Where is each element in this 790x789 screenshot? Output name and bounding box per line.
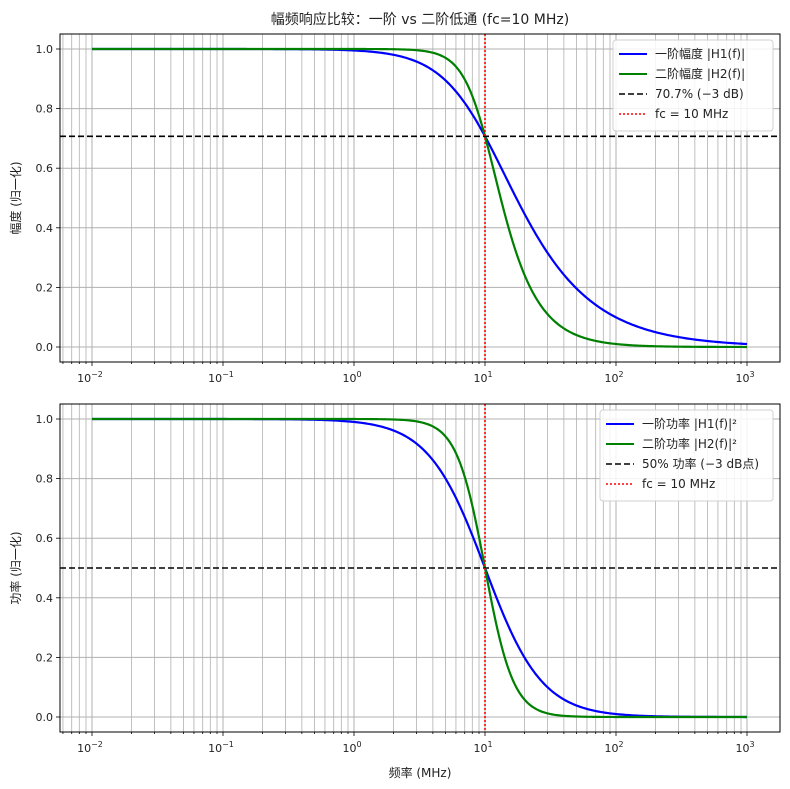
x-tick-label: 101 [473,740,492,755]
legend-box [599,409,774,502]
second-order-curve [92,417,747,719]
y-tick-label: 0.2 [36,281,54,294]
second-order-curve [92,47,747,349]
x-tick-label: 10−2 [77,370,103,385]
x-tick-label: 100 [342,740,361,755]
legend: 一阶幅度 |H1(f)| 二阶幅度 |H2(f)| 70.7% (−3 dB) … [612,39,774,132]
ticks: 0.0 0.2 0.4 0.6 0.8 1.0 10−2 10−1 100 101 102 103 [36,43,755,385]
legend-item-threshold: 50% 功率 (−3 dB点) [606,456,759,471]
axes-power: 0.0 0.2 0.4 0.6 0.8 1.0 10−2 10−1 100 101 102 103 功… [8,403,781,755]
legend-box [612,39,774,132]
figure-title: 幅频响应比较：一阶 vs 二阶低通 (fc=10 MHz) [271,11,569,28]
y-axis-label: 幅度 (归一化) [8,161,23,234]
svg-text:fc = 10 MHz: fc = 10 MHz [655,107,728,121]
y-tick-label: 0.6 [36,162,54,175]
x-axis-label: 频率 (MHz) [389,765,452,780]
y-tick-label: 0.4 [36,592,54,605]
y-tick-label: 0.8 [36,103,54,116]
legend-item-first-order: 一阶功率 |H1(f)|² [606,416,737,431]
y-tick-label: 1.0 [36,43,54,56]
x-tick-label: 10−1 [208,370,234,385]
x-tick-label: 103 [735,740,754,755]
y-tick-label: 1.0 [36,413,54,426]
y-tick-label: 0.4 [36,222,54,235]
svg-text:50% 功率 (−3 dB点): 50% 功率 (−3 dB点) [642,456,759,471]
svg-text:fc = 10 MHz: fc = 10 MHz [642,477,715,491]
x-tick-label: 103 [735,370,754,385]
ticks: 0.0 0.2 0.4 0.6 0.8 1.0 10−2 10−1 100 101 102 103 [36,413,755,755]
svg-text:二阶功率 |H2(f)|²: 二阶功率 |H2(f)|² [642,436,737,451]
grid [60,34,780,362]
y-tick-label: 0.0 [36,341,54,354]
x-tick-label: 10−2 [77,740,103,755]
legend-item-fc: fc = 10 MHz [606,477,715,491]
x-tick-label: 102 [604,740,623,755]
x-tick-label: 100 [342,370,361,385]
y-axis-label: 功率 (归一化) [8,531,23,604]
y-tick-label: 0.8 [36,473,54,486]
legend-item-second-order: 二阶功率 |H2(f)|² [606,436,737,451]
legend: 一阶功率 |H1(f)|² 二阶功率 |H2(f)|² 50% 功率 (−3 d… [599,409,774,502]
legend-item-fc: fc = 10 MHz [619,107,728,121]
x-tick-label: 10−1 [208,740,234,755]
curves [60,34,780,362]
y-tick-label: 0.0 [36,711,54,724]
axes-frame [59,403,781,733]
svg-text:一阶功率 |H1(f)|²: 一阶功率 |H1(f)|² [642,416,737,431]
axes-magnitude: 0.0 0.2 0.4 0.6 0.8 1.0 10−2 10−1 100 101 102 103 幅… [8,33,781,385]
y-tick-label: 0.6 [36,532,54,545]
legend-item-threshold: 70.7% (−3 dB) [619,87,744,101]
legend-item-second-order: 二阶幅度 |H2(f)| [619,66,745,81]
y-tick-label: 0.2 [36,651,54,664]
svg-text:二阶幅度 |H2(f)|: 二阶幅度 |H2(f)| [655,66,745,81]
svg-text:70.7% (−3 dB): 70.7% (−3 dB) [655,87,744,101]
x-tick-label: 102 [604,370,623,385]
axes-frame [59,33,781,363]
x-tick-label: 101 [473,370,492,385]
legend-item-first-order: 一阶幅度 |H1(f)| [619,46,745,61]
svg-text:一阶幅度 |H1(f)|: 一阶幅度 |H1(f)| [655,46,745,61]
curves [60,404,780,732]
